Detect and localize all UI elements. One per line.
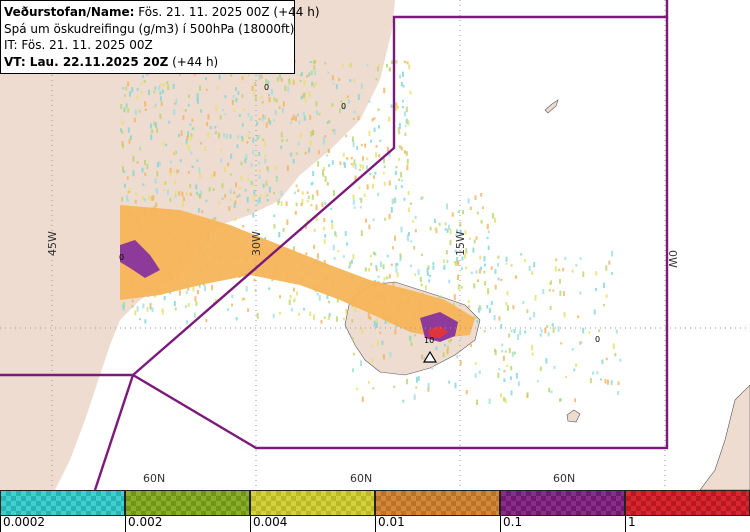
legend-tick-5 <box>625 516 626 532</box>
scandinavia-coast <box>699 384 750 490</box>
legend-tick-2 <box>250 516 251 532</box>
lat-label-60n-1: 60N <box>143 472 165 485</box>
legend-tick-label-1: 0.002 <box>128 515 163 529</box>
info-line-4: VT: Lau. 22.11.2025 20Z (+44 h) <box>4 54 291 71</box>
legend-tick-3 <box>375 516 376 532</box>
legend-tick-4 <box>500 516 501 532</box>
contour-label-0-a: 0 <box>264 83 269 92</box>
info-line-3: IT: Fös. 21. 11. 2025 00Z <box>4 38 153 52</box>
concentration-legend: 0.0002 0.002 0.004 0.01 0.1 1 <box>0 490 750 532</box>
legend-swatch-5 <box>625 490 750 516</box>
info-line-1-value: Fös. 21. 11. 2025 00Z (+44 h) <box>134 5 320 19</box>
jan-mayen-island <box>544 99 559 114</box>
legend-swatch-3 <box>375 490 500 516</box>
legend-tick-label-3: 0.01 <box>378 515 405 529</box>
legend-tick-0 <box>0 516 1 532</box>
legend-tick-label-5: 1 <box>628 515 636 529</box>
legend-tick-label-2: 0.004 <box>253 515 288 529</box>
lat-label-60n-3: 60N <box>553 472 575 485</box>
legend-swatch-4 <box>500 490 625 516</box>
graticule <box>0 0 750 490</box>
contour-label-10: 10 <box>424 336 434 345</box>
info-line-4-label: VT: Lau. 22.11.2025 20Z <box>4 54 169 69</box>
contour-label-0-d: 0 <box>595 335 600 344</box>
legend-swatch-2 <box>250 490 375 516</box>
ash-plume-orange <box>120 205 475 338</box>
legend-swatch-1 <box>125 490 250 516</box>
lon-label-30w: 30W <box>250 231 263 256</box>
legend-swatch-0 <box>0 490 125 516</box>
legend-tick-1 <box>125 516 126 532</box>
info-line-2: Spá um öskudreifingu (g/m3) í 500hPa (18… <box>4 21 295 36</box>
info-line-4-value: (+44 h) <box>168 54 219 69</box>
legend-tick-label-0: 0.0002 <box>3 515 45 529</box>
lon-label-0w: 0W <box>666 250 679 268</box>
ash-dispersion-map: 45W 30W 15W 0W 60N 60N 60N 0 0 0 0 10 <box>0 0 750 490</box>
volcano-marker-icon <box>422 350 438 363</box>
lat-label-60n-2: 60N <box>350 472 372 485</box>
ash-plume-purple-west <box>120 240 160 278</box>
ash-plume-red-core <box>428 326 448 338</box>
lon-label-45w: 45W <box>46 231 59 256</box>
contour-label-0-c: 0 <box>119 253 124 262</box>
contour-label-0-b: 0 <box>341 102 346 111</box>
info-line-1-label: Veðurstofan/Name: <box>4 5 135 19</box>
fir-boundary <box>0 0 669 490</box>
faroe-islands <box>566 409 581 423</box>
lon-label-15w: 15W <box>454 231 467 256</box>
info-box: Veðurstofan/Name: Fös. 21. 11. 2025 00Z … <box>0 0 320 74</box>
info-line-1: Veðurstofan/Name: Fös. 21. 11. 2025 00Z … <box>4 4 320 21</box>
legend-tick-label-4: 0.1 <box>503 515 523 529</box>
